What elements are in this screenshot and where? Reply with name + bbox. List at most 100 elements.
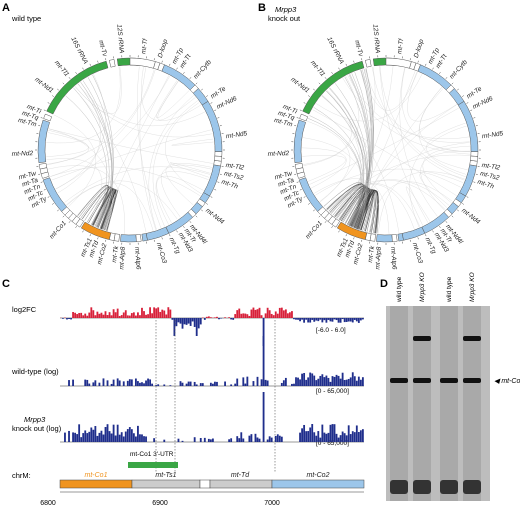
panel-d-letter: D [380, 278, 388, 290]
coverage-bar [321, 374, 324, 386]
ring-segment [391, 234, 398, 243]
ring-segment [213, 160, 222, 167]
panel-b-title-line2: knock out [268, 14, 301, 23]
coverage-bar [345, 435, 348, 442]
coverage-bar [242, 377, 245, 386]
log2fc-bar [274, 311, 277, 318]
log2fc-bar [130, 313, 133, 318]
coverage-bar [181, 440, 184, 442]
gene-label: mt-Nd1 [33, 76, 55, 95]
coverage-bar [145, 436, 147, 442]
log2fc-bar [286, 313, 289, 318]
ring-segment [192, 88, 209, 106]
coverage-bar [84, 430, 87, 442]
log2fc-bar [355, 318, 358, 322]
interaction-chord [53, 114, 96, 208]
interaction-chord [64, 166, 211, 203]
log2fc-bar [329, 318, 332, 322]
ring-tick [445, 221, 448, 223]
log2fc-bar [86, 315, 89, 318]
gene-label: mt-Nd4 [204, 207, 225, 226]
coverage-bar [116, 378, 119, 386]
coverage-bar [199, 383, 202, 386]
log2fc-bar [165, 314, 168, 318]
ring-tick [153, 58, 155, 61]
coverage-bar [86, 433, 89, 442]
ring-segment [459, 164, 477, 197]
log2fc-bar [189, 318, 192, 326]
coverage-bar [315, 435, 318, 442]
ring-tick [466, 102, 469, 104]
coverage-bar [203, 437, 206, 442]
gene-label: mt-Atp8 [118, 246, 127, 270]
gene-label: mt-Nd2 [12, 150, 34, 158]
log2fc-bar [187, 318, 190, 324]
coverage-bar [248, 435, 251, 442]
coverage-bar [258, 438, 261, 442]
ring-tick [82, 67, 84, 70]
interaction-chord [379, 66, 466, 177]
log2fc-bar [207, 316, 210, 318]
gene-label: mt-Atp6 [389, 247, 398, 271]
log2fc-bar [114, 312, 117, 318]
interaction-chord [303, 90, 352, 165]
interaction-chord [407, 71, 457, 122]
interaction-chord [74, 86, 213, 138]
log2fc-bar [246, 314, 249, 318]
ring-segment [145, 226, 170, 241]
coverage-bar [260, 379, 263, 386]
gene-label: mt-Tm [17, 117, 38, 129]
ring-tick [451, 215, 454, 218]
ring-segment [470, 155, 479, 162]
ring-tick [206, 95, 208, 97]
coverage-bar [329, 424, 332, 442]
coverage-bar [291, 383, 293, 386]
coverage-bar [187, 381, 190, 386]
log2fc-bar [353, 318, 356, 320]
axis-tick-7000: 7000 [264, 500, 280, 507]
gene-label: 16S rRNA [69, 36, 89, 65]
log2fc-bar [282, 310, 285, 318]
ring-segment [64, 209, 74, 219]
interaction-chord [55, 74, 106, 190]
coverage-bar [266, 439, 269, 442]
ring-tick [43, 109, 46, 111]
coverage-bar [252, 381, 255, 386]
interaction-chord [348, 104, 457, 226]
log2fc-bar [284, 309, 287, 318]
interaction-chord [420, 150, 470, 211]
log2fc-bar [161, 309, 164, 318]
blot-band-label: ◀ mt-Co1 [494, 378, 520, 385]
gene-label: mt-Tf [140, 37, 149, 54]
interaction-chord [73, 87, 147, 233]
coverage-bar [337, 375, 340, 386]
log2fc-bar [108, 312, 111, 318]
gene-label: mt-Tm [273, 117, 294, 129]
coverage-bar [151, 383, 154, 386]
gene-label: mt-Tv [353, 39, 364, 58]
coverage-bar [351, 431, 354, 442]
coverage-bar [236, 378, 239, 386]
interaction-chord [319, 66, 376, 202]
coverage-bar [341, 372, 344, 386]
log2fc-bar [268, 310, 271, 318]
coverage-bar [303, 424, 306, 442]
northern-blot: wild type Mrpp3 KO wild type Mrpp3 KO ◀ mt-C… [386, 272, 520, 501]
coverage-bar [214, 381, 216, 386]
gene-label: mt-Tv [97, 39, 108, 58]
interaction-chord [351, 69, 372, 227]
coverage-bar [309, 372, 312, 386]
coverage-bar [143, 436, 145, 442]
ring-tick [475, 125, 478, 127]
ring-tick [409, 239, 411, 242]
log2fc-bar [110, 315, 113, 318]
coverage-bar [361, 377, 364, 386]
log2fc-bar [193, 318, 196, 327]
log2fc-bar [307, 318, 310, 323]
axis-tick-6900: 6900 [152, 500, 168, 507]
log2fc-bar [311, 318, 314, 320]
ring-tick [68, 77, 71, 79]
coverage-bar [169, 385, 172, 386]
interaction-chord [327, 183, 415, 230]
coverage-bar [297, 377, 299, 386]
